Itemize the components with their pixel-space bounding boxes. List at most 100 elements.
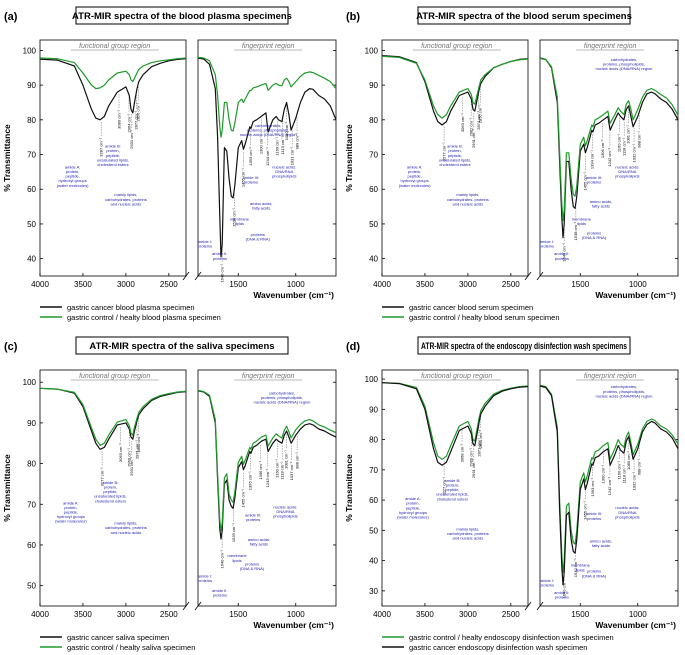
- y-tick-label: 90: [369, 405, 378, 414]
- band-annotation-line: membrane: [228, 553, 248, 558]
- band-annotation: amide III: proteins: [245, 512, 261, 522]
- band-annotation-line: unsaturated lipids,: [94, 494, 126, 499]
- series-line-control: [39, 387, 187, 446]
- x-tick-label: 1000: [629, 280, 647, 289]
- band-annotation-line: (water molecules): [397, 515, 429, 520]
- x-axis-title: Wavenumber (cm⁻¹): [595, 620, 676, 630]
- peak-label: 1640 cm⁻¹: [219, 263, 224, 282]
- band-annotation-line: cholesterol esters: [439, 162, 470, 167]
- x-tick-label: 1500: [229, 280, 247, 289]
- y-axis-title: % Transmittance: [2, 454, 12, 522]
- band-annotation-line: nucleic acids:: [272, 164, 296, 169]
- y-tick-label: 70: [27, 151, 36, 160]
- peak-label: 1242 cm⁻¹: [607, 147, 612, 166]
- band-annotation-line: unsaturated lipids,: [439, 157, 471, 162]
- x-axis-title: Wavenumber (cm⁻¹): [595, 290, 676, 300]
- band-annotation-line: carbohydrates, proteins: [447, 531, 489, 536]
- band-annotation-line: fatty acids: [250, 541, 268, 546]
- band-annotation-line: amide III:: [586, 511, 602, 516]
- band-annotation-line: peptide,: [445, 487, 459, 492]
- band-annotation-line: (DNA & RNA): [582, 235, 607, 240]
- band-annotation: amide B: protein, peptide, unsaturated lipi…: [97, 144, 129, 167]
- x-tick-label: 2500: [160, 280, 178, 289]
- x-tick-label: 4000: [373, 610, 391, 619]
- x-tick-label: 4000: [31, 610, 49, 619]
- band-annotation-line: amide I:: [198, 239, 212, 244]
- peak-label: 988 cm⁻¹: [636, 131, 641, 148]
- x-tick-label: 3000: [117, 280, 135, 289]
- band-annotation: amide III: proteins: [586, 511, 602, 521]
- axis-break-mark: [182, 601, 190, 611]
- band-annotation-line: (DNA & RNA): [246, 237, 271, 242]
- band-annotation: carbohydrates, proteins, phospholipids, nu…: [595, 384, 652, 398]
- region-label-fingerprint: fingerprint region: [242, 373, 295, 380]
- band-annotation-line: mainly lipids,: [456, 192, 479, 197]
- band-annotation-line: cholesterol esters: [437, 496, 468, 501]
- peak-label: 2964 cm⁻¹: [126, 113, 131, 132]
- band-annotation-line: nucleic acids (DNA/RNA) region: [253, 400, 310, 405]
- band-annotation-line: phospholipids: [615, 514, 639, 519]
- y-tick-label: 60: [369, 185, 378, 194]
- peak-label: 2856 cm⁻¹: [136, 102, 141, 121]
- x-tick-label: 3000: [459, 280, 477, 289]
- band-annotation-line: amino acids,: [248, 537, 270, 542]
- band-annotation-line: nucleic acids (DNA/RNA) region: [240, 132, 297, 137]
- band-annotation-line: phospholipids: [272, 174, 296, 179]
- y-tick-label: 90: [27, 419, 36, 428]
- band-annotation: carbohydrates, proteins, phospholipids, nu…: [253, 390, 310, 404]
- band-annotation: amide II: proteins: [212, 588, 227, 598]
- peak-label: 1393 cm⁻¹: [248, 146, 253, 165]
- band-annotation-line: proteins: [198, 244, 212, 249]
- x-tick-label: 1000: [629, 610, 647, 619]
- band-annotation: proteins (DNA & RNA): [246, 232, 271, 242]
- band-annotation: membrane lipids: [230, 216, 250, 226]
- peak-label: 3277 cm⁻¹: [441, 476, 446, 495]
- legend-entry: gastric cancer saliva specimen: [67, 633, 169, 642]
- legend-entry: gastric cancer endoscopy disinfection wa…: [409, 643, 587, 652]
- peak-label: 2856 cm⁻¹: [478, 104, 483, 123]
- plot-frame-right: [197, 369, 337, 607]
- y-tick-label: 30: [369, 587, 378, 596]
- band-annotation: amide I: proteins: [198, 574, 212, 584]
- y-tick-label: 40: [369, 557, 378, 566]
- x-tick-label: 2500: [160, 610, 178, 619]
- panel-letter: (d): [346, 341, 360, 353]
- band-annotation: mainly lipids, carbohydrates, proteins and…: [447, 526, 489, 540]
- region-label-fingerprint: fingerprint region: [584, 43, 637, 50]
- x-tick-label: 3500: [74, 280, 92, 289]
- peak-label: 2960 cm⁻¹: [127, 447, 132, 466]
- peak-label: 1455 cm⁻¹: [583, 500, 588, 519]
- peak-label: 2962 cm⁻¹: [468, 117, 473, 136]
- band-annotation-line: proteins: [555, 256, 569, 261]
- series-line-cancer: [381, 55, 529, 126]
- peak-label: 1640 cm⁻¹: [219, 549, 224, 568]
- band-annotation-line: peptide,: [448, 153, 462, 158]
- band-annotation: amide A: protein, peptide, hydroxyl groups(…: [55, 500, 87, 523]
- peak-label: 3063 cm⁻¹: [460, 113, 465, 132]
- band-annotation-line: amide A:: [65, 164, 81, 169]
- peak-label: 3063 cm⁻¹: [118, 443, 123, 462]
- band-annotation-line: hydroxyl groups: [401, 178, 429, 183]
- peak-label: 1160 cm⁻¹: [617, 133, 622, 152]
- band-annotation-line: proteins, phospholipids,: [603, 389, 645, 394]
- series-line-cancer: [197, 57, 337, 258]
- band-annotation: amide II: proteins: [212, 251, 227, 261]
- band-annotation-line: membrane: [572, 216, 592, 221]
- band-annotation-line: peptide,: [106, 153, 120, 158]
- axis-break-mark: [194, 271, 202, 281]
- band-annotation-line: nucleic acids:: [273, 504, 297, 509]
- series-line-cancer: [381, 382, 529, 466]
- band-annotation-line: protein,: [446, 483, 459, 488]
- peak-label: 988 cm⁻¹: [636, 458, 641, 475]
- band-annotation-line: fatty acids: [252, 205, 270, 210]
- band-annotation-line: (water molecules): [57, 183, 89, 188]
- band-annotation-line: proteins: [244, 179, 258, 184]
- band-annotation-line: cholesterol esters: [97, 162, 128, 167]
- peak-label: 1118 cm⁻¹: [621, 464, 626, 483]
- peak-label: 2850 cm⁻¹: [136, 433, 141, 452]
- band-annotation: amide III: proteins: [586, 175, 602, 185]
- region-label-fingerprint: fingerprint region: [584, 373, 637, 380]
- peak-label: 3277 cm⁻¹: [99, 467, 104, 486]
- x-tick-label: 3000: [459, 610, 477, 619]
- band-annotation-line: DNA/RNA: [275, 169, 293, 174]
